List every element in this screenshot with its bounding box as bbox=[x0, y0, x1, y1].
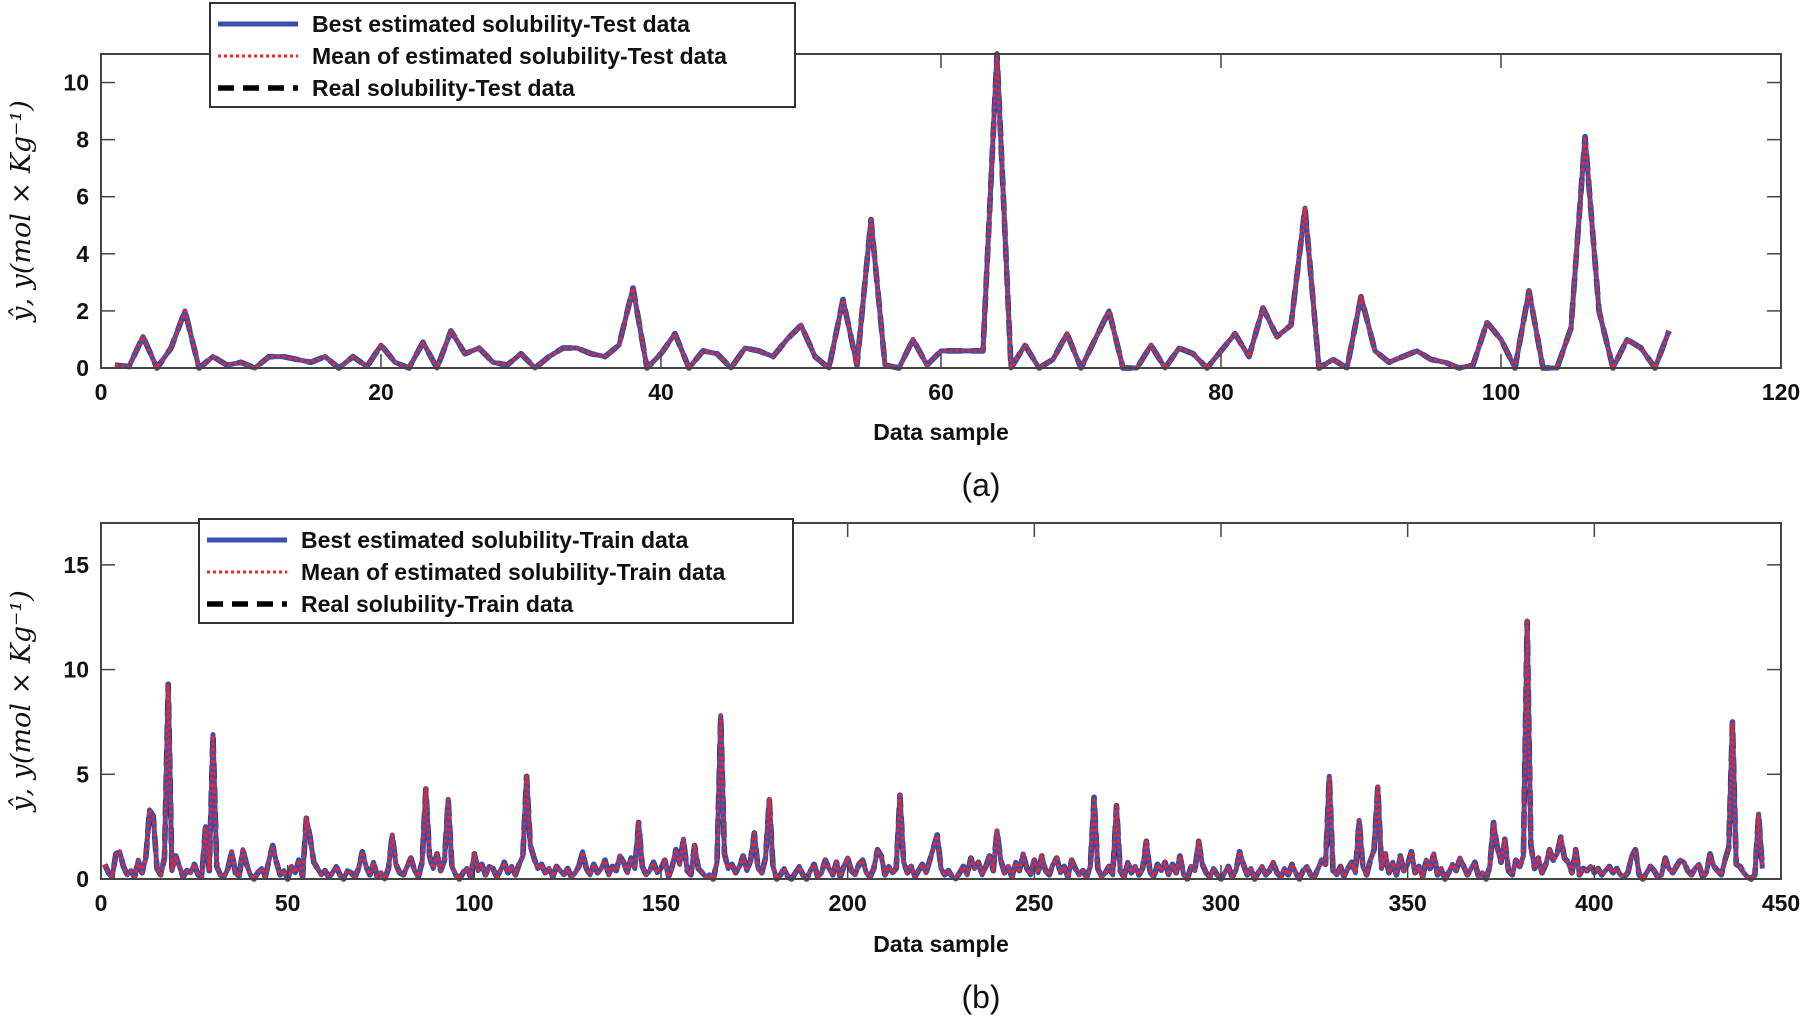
x-tick-label: 350 bbox=[1388, 890, 1426, 916]
x-tick-label: 300 bbox=[1202, 890, 1240, 916]
y-tick-label: 10 bbox=[63, 657, 89, 683]
legend: Best estimated solubility-Train data Mean… bbox=[198, 518, 794, 624]
x-tick-label: 100 bbox=[1482, 379, 1520, 405]
y-tick-label: 0 bbox=[76, 355, 89, 381]
y-tick-label: 15 bbox=[63, 552, 89, 578]
y-tick-label: 0 bbox=[76, 866, 89, 892]
y-tick-label: 10 bbox=[63, 70, 89, 96]
legend-label: Real solubility-Train data bbox=[301, 591, 573, 617]
y-tick-label: 2 bbox=[76, 298, 89, 324]
y-tick-label: 6 bbox=[76, 184, 89, 210]
legend-label: Mean of estimated solubility-Train data bbox=[301, 559, 726, 585]
x-tick-label: 80 bbox=[1208, 379, 1234, 405]
x-tick-label: 50 bbox=[275, 890, 301, 916]
legend-box bbox=[198, 518, 794, 624]
legend-label: Best estimated solubility-Test data bbox=[312, 11, 690, 37]
chart-a: 0 20 40 60 80 100 120 0 2 4 6 8 10 Data sample ŷ, y(mo… bbox=[6, 2, 1800, 503]
panel-caption: (a) bbox=[961, 467, 1000, 503]
y-tick-label: 8 bbox=[76, 127, 89, 153]
y-axis-label: ŷ, y(mol × Kg⁻¹) bbox=[6, 100, 37, 323]
x-tick-label: 0 bbox=[95, 890, 108, 916]
x-tick-label: 450 bbox=[1762, 890, 1800, 916]
series-line-solid bbox=[102, 618, 1765, 882]
x-tick-label: 120 bbox=[1762, 379, 1800, 405]
y-tick-label: 5 bbox=[76, 761, 89, 787]
x-tick-label: 0 bbox=[95, 379, 108, 405]
x-axis-label: Data sample bbox=[873, 931, 1009, 957]
legend-label: Real solubility-Test data bbox=[312, 75, 575, 101]
x-tick-label: 150 bbox=[642, 890, 680, 916]
x-tick-label: 20 bbox=[368, 379, 394, 405]
panel-caption: (b) bbox=[961, 979, 1000, 1015]
y-tick-label: 4 bbox=[76, 241, 89, 267]
legend: Best estimated solubility-Test data Mean … bbox=[209, 2, 796, 108]
legend-box bbox=[209, 2, 796, 108]
chart-b: 0 50 100 150 200 250 300 350 400 450 0 5 10 15 Data sa… bbox=[6, 518, 1800, 1015]
legend-label: Best estimated solubility-Train data bbox=[301, 527, 688, 553]
x-tick-label: 100 bbox=[455, 890, 493, 916]
x-tick-label: 200 bbox=[828, 890, 866, 916]
x-tick-label: 40 bbox=[648, 379, 674, 405]
x-tick-label: 60 bbox=[928, 379, 954, 405]
x-axis-label: Data sample bbox=[873, 419, 1009, 445]
series-line-dotted bbox=[114, 52, 1671, 370]
x-tick-label: 250 bbox=[1015, 890, 1053, 916]
legend-label: Mean of estimated solubility-Test data bbox=[312, 43, 727, 69]
axes-box bbox=[100, 522, 1782, 880]
y-axis-label: ŷ, y(mol × Kg⁻¹) bbox=[6, 590, 37, 813]
x-tick-label: 400 bbox=[1575, 890, 1613, 916]
